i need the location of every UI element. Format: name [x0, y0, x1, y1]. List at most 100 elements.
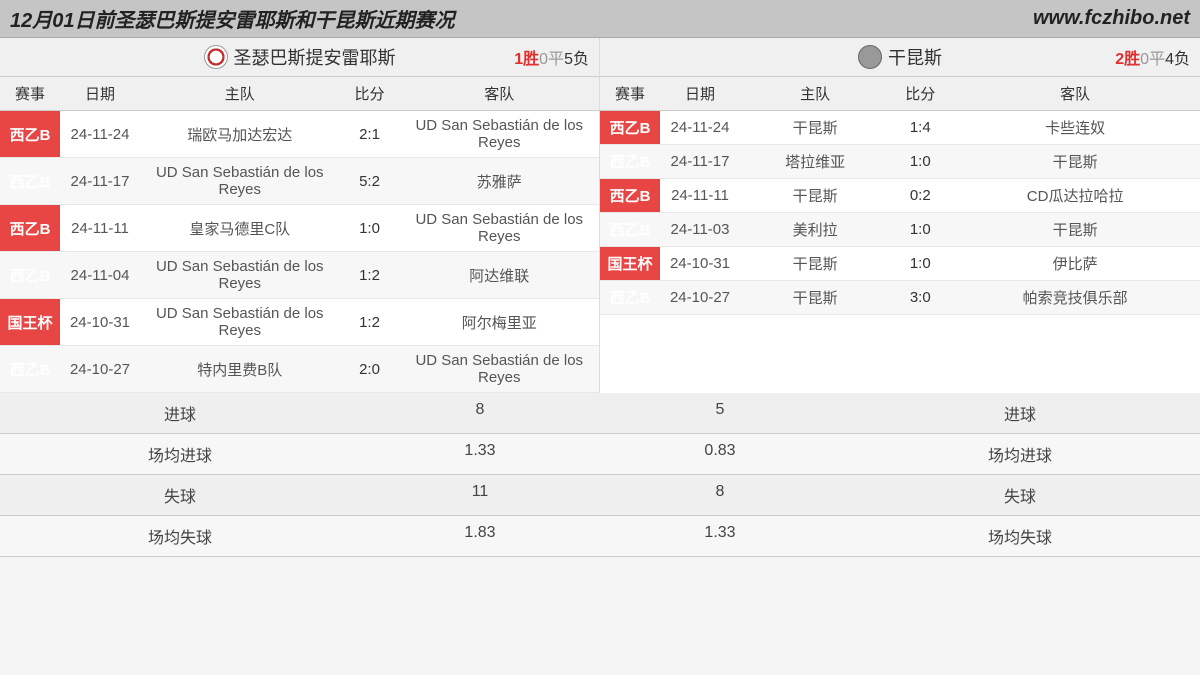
score-cell: 2:1 [340, 111, 400, 158]
table-row: 西乙B24-10-27干昆斯3:0帕索竞技俱乐部 [600, 281, 1200, 315]
stats-value: 1.83 [360, 516, 600, 556]
table-row: 西乙B24-11-11皇家马德里C队1:0UD San Sebastián de… [0, 205, 599, 252]
stats-label: 失球 [840, 475, 1200, 515]
home-cell: 特内里费B队 [140, 346, 340, 393]
stats-label: 场均失球 [840, 516, 1200, 556]
page-header: 12月01日前圣瑟巴斯提安雷耶斯和干昆斯近期赛况 www.fczhibo.net [0, 0, 1200, 38]
score-cell: 1:0 [890, 247, 950, 281]
date-cell: 24-11-11 [660, 179, 740, 213]
table-row: 国王杯24-10-31干昆斯1:0伊比萨 [600, 247, 1200, 281]
home-cell: 皇家马德里C队 [140, 205, 340, 252]
stats-left: 进球8场均进球1.33失球11场均失球1.83 [0, 393, 600, 557]
comp-cell: 西乙B [0, 205, 60, 252]
date-cell: 24-11-24 [60, 111, 140, 158]
away-cell: 干昆斯 [950, 213, 1200, 247]
date-cell: 24-10-27 [60, 346, 140, 393]
home-cell: 干昆斯 [740, 179, 890, 213]
stats-row: 场均失球1.83 [0, 516, 600, 557]
left-table-header-row: 赛事 日期 主队 比分 客队 [0, 77, 599, 111]
table-row: 西乙B24-10-27特内里费B队2:0UD San Sebastián de … [0, 346, 599, 393]
stats-row: 进球8 [0, 393, 600, 434]
date-cell: 24-11-04 [60, 252, 140, 299]
date-cell: 24-10-27 [660, 281, 740, 315]
home-cell: 干昆斯 [740, 281, 890, 315]
stats-label: 进球 [0, 393, 360, 433]
score-cell: 1:0 [890, 145, 950, 179]
col-date: 日期 [60, 77, 140, 111]
right-matches-table: 赛事 日期 主队 比分 客队 西乙B24-11-24干昆斯1:4卡些连奴西乙B2… [600, 77, 1200, 315]
home-cell: UD San Sebastián de los Reyes [140, 158, 340, 205]
comp-cell: 西乙B [600, 111, 660, 145]
stats-value: 1.33 [600, 516, 840, 556]
col-home: 主队 [740, 77, 890, 111]
stats-value: 1.33 [360, 434, 600, 474]
stats-value: 8 [600, 475, 840, 515]
home-cell: UD San Sebastián de los Reyes [140, 252, 340, 299]
stats-row: 失球11 [0, 475, 600, 516]
comp-cell: 西乙B [0, 346, 60, 393]
home-cell: 美利拉 [740, 213, 890, 247]
stats-row: 5进球 [600, 393, 1200, 434]
col-date: 日期 [660, 77, 740, 111]
table-row: 西乙B24-11-17塔拉维亚1:0干昆斯 [600, 145, 1200, 179]
right-team-header: 干昆斯 2胜0平4负 [600, 38, 1200, 77]
home-cell: 瑞欧马加达宏达 [140, 111, 340, 158]
date-cell: 24-11-17 [660, 145, 740, 179]
away-cell: UD San Sebastián de los Reyes [400, 111, 600, 158]
comp-cell: 西乙B [600, 145, 660, 179]
score-cell: 1:2 [340, 252, 400, 299]
left-team-name: 圣瑟巴斯提安雷耶斯 [234, 44, 396, 70]
stats-value: 8 [360, 393, 600, 433]
page-title: 12月01日前圣瑟巴斯提安雷耶斯和干昆斯近期赛况 [10, 4, 455, 33]
score-cell: 1:0 [340, 205, 400, 252]
score-cell: 0:2 [890, 179, 950, 213]
comp-cell: 西乙B [0, 252, 60, 299]
table-row: 西乙B24-11-24干昆斯1:4卡些连奴 [600, 111, 1200, 145]
stats-label: 失球 [0, 475, 360, 515]
table-row: 国王杯24-10-31UD San Sebastián de los Reyes… [0, 299, 599, 346]
away-cell: 帕索竞技俱乐部 [950, 281, 1200, 315]
table-row: 西乙B24-11-04UD San Sebastián de los Reyes… [0, 252, 599, 299]
away-cell: UD San Sebastián de los Reyes [400, 205, 600, 252]
stats-label: 场均进球 [0, 434, 360, 474]
score-cell: 1:0 [890, 213, 950, 247]
col-home: 主队 [140, 77, 340, 111]
stats-label: 场均进球 [840, 434, 1200, 474]
away-cell: 阿尔梅里亚 [400, 299, 600, 346]
comp-cell: 国王杯 [0, 299, 60, 346]
right-team-record: 2胜0平4负 [1115, 45, 1190, 69]
score-cell: 1:2 [340, 299, 400, 346]
table-row: 西乙B24-11-03美利拉1:0干昆斯 [600, 213, 1200, 247]
home-cell: UD San Sebastián de los Reyes [140, 299, 340, 346]
stats-row: 场均进球1.33 [0, 434, 600, 475]
left-team-section: 圣瑟巴斯提安雷耶斯 1胜0平5负 赛事 日期 主队 比分 客队 西乙B24-11… [0, 38, 600, 393]
date-cell: 24-11-03 [660, 213, 740, 247]
date-cell: 24-10-31 [660, 247, 740, 281]
stats-row: 0.83场均进球 [600, 434, 1200, 475]
score-cell: 3:0 [890, 281, 950, 315]
left-matches-table: 赛事 日期 主队 比分 客队 西乙B24-11-24瑞欧马加达宏达2:1UD S… [0, 77, 599, 393]
away-cell: 苏雅萨 [400, 158, 600, 205]
date-cell: 24-11-11 [60, 205, 140, 252]
stats-label: 进球 [840, 393, 1200, 433]
site-url: www.fczhibo.net [1033, 7, 1190, 30]
home-cell: 干昆斯 [740, 247, 890, 281]
stats-label: 场均失球 [0, 516, 360, 556]
table-row: 西乙B24-11-11干昆斯0:2CD瓜达拉哈拉 [600, 179, 1200, 213]
stats-row: 8失球 [600, 475, 1200, 516]
away-cell: 阿达维联 [400, 252, 600, 299]
comp-cell: 西乙B [600, 281, 660, 315]
left-team-header: 圣瑟巴斯提安雷耶斯 1胜0平5负 [0, 38, 599, 77]
comp-cell: 西乙B [600, 213, 660, 247]
right-team-logo-icon [858, 45, 882, 69]
comp-cell: 国王杯 [600, 247, 660, 281]
away-cell: 干昆斯 [950, 145, 1200, 179]
stats-value: 0.83 [600, 434, 840, 474]
home-cell: 塔拉维亚 [740, 145, 890, 179]
col-away: 客队 [950, 77, 1200, 111]
stats-value: 11 [360, 475, 600, 515]
comp-cell: 西乙B [0, 111, 60, 158]
away-cell: 卡些连奴 [950, 111, 1200, 145]
stats-right: 5进球0.83场均进球8失球1.33场均失球 [600, 393, 1200, 557]
col-score: 比分 [890, 77, 950, 111]
